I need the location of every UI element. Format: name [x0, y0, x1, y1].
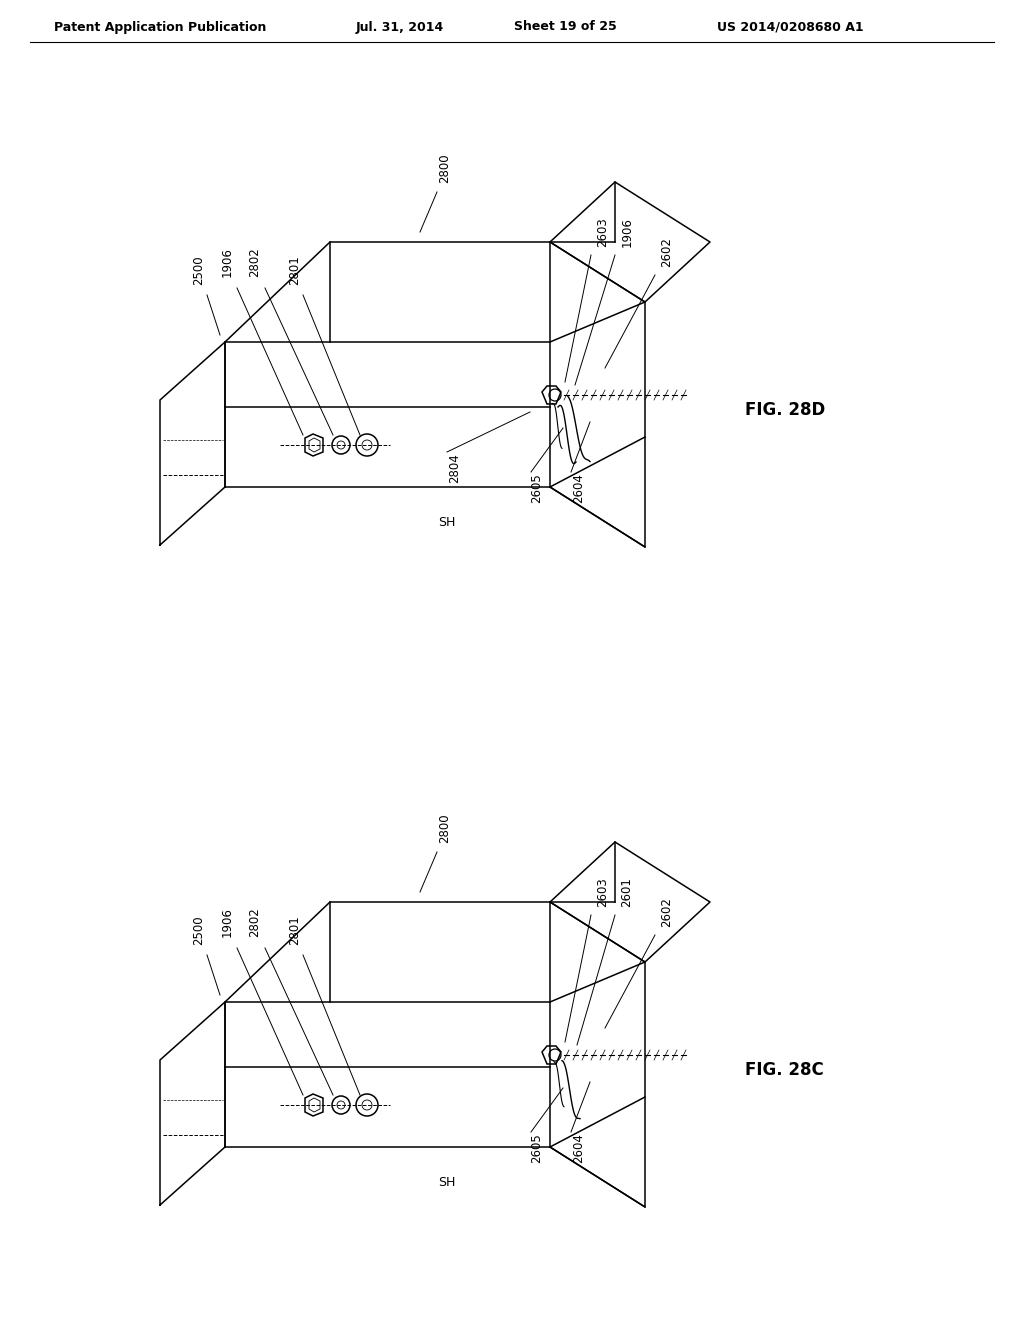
- Text: Sheet 19 of 25: Sheet 19 of 25: [514, 21, 616, 33]
- Text: Jul. 31, 2014: Jul. 31, 2014: [356, 21, 444, 33]
- Text: FIG. 28D: FIG. 28D: [745, 401, 825, 418]
- Text: SH: SH: [438, 1176, 456, 1188]
- Text: Patent Application Publication: Patent Application Publication: [54, 21, 266, 33]
- Text: 2800: 2800: [438, 813, 452, 842]
- Text: 2602: 2602: [660, 898, 674, 927]
- Text: 2800: 2800: [438, 153, 452, 182]
- Text: 2605: 2605: [530, 1133, 544, 1163]
- Text: 2603: 2603: [597, 216, 609, 247]
- Text: 2801: 2801: [289, 915, 301, 945]
- Text: 2604: 2604: [572, 473, 586, 503]
- Text: SH: SH: [438, 516, 456, 528]
- Text: 2801: 2801: [289, 255, 301, 285]
- Text: 2802: 2802: [249, 907, 261, 937]
- Text: FIG. 28C: FIG. 28C: [745, 1061, 823, 1078]
- Text: 1906: 1906: [621, 216, 634, 247]
- Text: 2802: 2802: [249, 247, 261, 277]
- Text: 2603: 2603: [597, 876, 609, 907]
- Text: 2602: 2602: [660, 238, 674, 267]
- Text: 2601: 2601: [621, 876, 634, 907]
- Text: 2804: 2804: [449, 453, 462, 483]
- Text: 2605: 2605: [530, 473, 544, 503]
- Text: 1906: 1906: [220, 247, 233, 277]
- Text: 2500: 2500: [193, 255, 206, 285]
- Text: 2604: 2604: [572, 1133, 586, 1163]
- Text: US 2014/0208680 A1: US 2014/0208680 A1: [717, 21, 863, 33]
- Text: 1906: 1906: [220, 907, 233, 937]
- Text: 2500: 2500: [193, 915, 206, 945]
